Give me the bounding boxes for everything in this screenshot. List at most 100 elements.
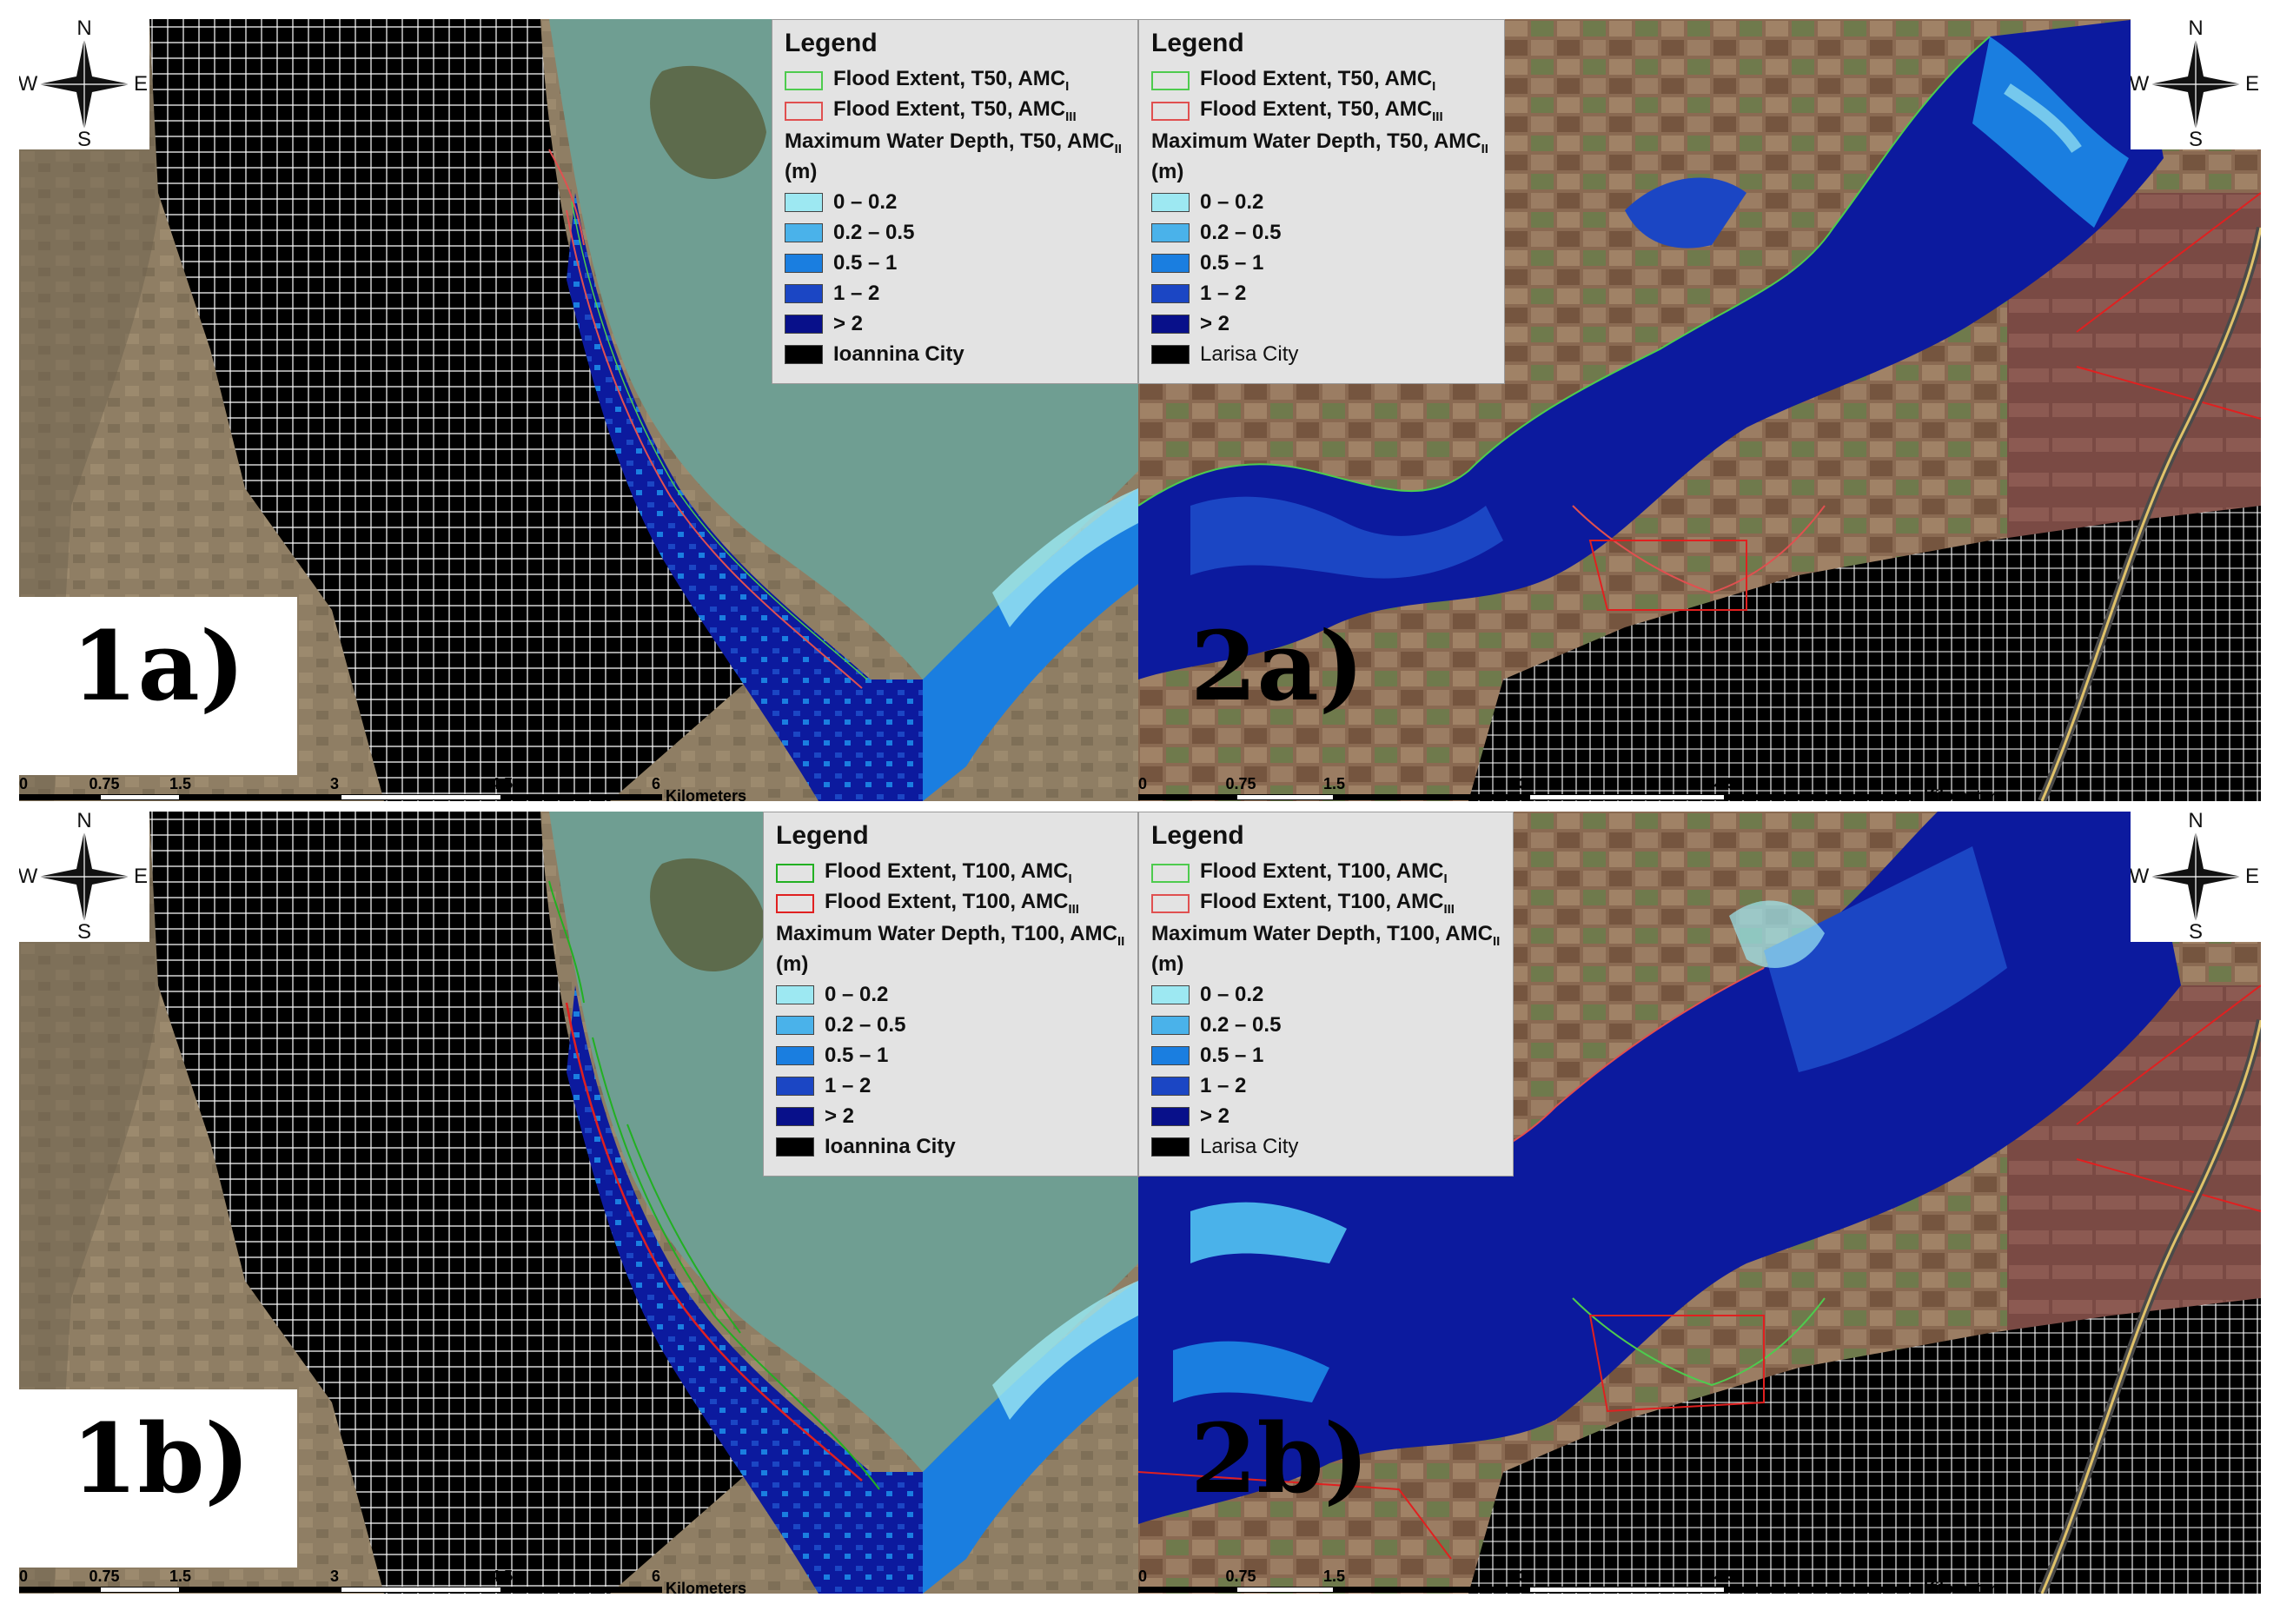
legend-label: Larisa City: [1200, 1135, 1298, 1159]
legend-item: 1 – 2: [1139, 1071, 1513, 1101]
legend-item: 1 – 2: [764, 1071, 1137, 1101]
legend-label: Ioannina City: [833, 342, 964, 367]
scale-tick-label: 3: [1519, 775, 1528, 793]
legend-title: Legend: [1151, 821, 1513, 851]
legend-label-subscript: II: [1115, 142, 1122, 156]
legend-item: Flood Extent, T100, AMCI: [764, 858, 1137, 888]
legend-label: > 2: [833, 312, 863, 336]
compass-letter-w: W: [2131, 72, 2150, 96]
scale-tick-label: 3: [330, 1568, 339, 1586]
legend-header: Maximum Water Depth, T100, AMCII: [764, 918, 1137, 949]
scale-bar-segment: [1529, 794, 1725, 800]
legend-label: Larisa City: [1200, 342, 1298, 367]
scale-unit-label: Kilometers: [1924, 1580, 2005, 1594]
map-legend: LegendFlood Extent, T50, AMCIFlood Exten…: [772, 19, 1138, 384]
scale-tick-label: 6: [1910, 1568, 1919, 1586]
legend-label-subscript: III: [1432, 109, 1443, 124]
legend-item: 0 – 0.2: [1139, 187, 1504, 217]
compass-letter-w: W: [19, 72, 38, 96]
legend-fill-swatch: [1151, 1137, 1190, 1157]
legend-fill-swatch: [776, 1077, 814, 1096]
map-panel-1b: NSEW 1b) LegendFlood Extent, T100, AMCIF…: [19, 812, 1138, 1594]
scale-bar-segment: [100, 794, 181, 800]
legend-item: 0 – 0.2: [1139, 979, 1513, 1010]
compass-letter-e: E: [2245, 865, 2259, 888]
legend-header: Maximum Water Depth, T50, AMCII: [1139, 126, 1504, 156]
legend-fill-swatch: [776, 1137, 814, 1157]
compass-letter-e: E: [2245, 72, 2259, 96]
legend-item: 0 – 0.2: [772, 187, 1137, 217]
scale-bar-segment: [19, 794, 100, 800]
scale-bar-segment: [19, 1587, 100, 1593]
legend-item: Flood Extent, T50, AMCIII: [1139, 96, 1504, 126]
map-panel-1a: NSEW 1a) LegendFlood Extent, T50, AMCIFl…: [19, 19, 1138, 801]
scale-bar-segment: [100, 1587, 181, 1593]
legend-item: 0.5 – 1: [772, 248, 1137, 278]
legend-fill-swatch: [1151, 254, 1190, 273]
scale-bar-segment: [180, 1587, 341, 1593]
compass-rose-icon: NSEW: [2131, 19, 2261, 149]
scale-bar-segment: [1334, 1587, 1529, 1593]
legend-item: 0.2 – 0.5: [764, 1010, 1137, 1040]
legend-label: 1 – 2: [1200, 1074, 1246, 1098]
legend-fill-swatch: [776, 1107, 814, 1126]
legend-outline-swatch: [1151, 864, 1190, 883]
legend-fill-swatch: [776, 985, 814, 1004]
legend-fill-swatch: [1151, 345, 1190, 364]
legend-item: 0.2 – 0.5: [772, 217, 1137, 248]
legend-header: (m): [764, 949, 1137, 979]
scale-bar-segment: [1138, 794, 1236, 800]
legend-label: Flood Extent, T100, AMCIII: [825, 890, 1079, 917]
legend-item: 1 – 2: [772, 278, 1137, 308]
legend-title: Legend: [776, 821, 1137, 851]
compass-letter-s: S: [2189, 920, 2203, 942]
legend-label-subscript: I: [1443, 872, 1447, 886]
legend-label-subscript: I: [1432, 79, 1435, 94]
scale-bar-segment: [501, 794, 662, 800]
legend-title: Legend: [785, 29, 1137, 58]
legend-item: Ioannina City: [772, 339, 1137, 369]
north-arrow-compass: NSEW: [2131, 19, 2261, 149]
legend-item: Ioannina City: [764, 1131, 1137, 1162]
map-panel-2b: NSEW 2b) LegendFlood Extent, T100, AMCIF…: [1138, 812, 2261, 1594]
legend-label-subscript: II: [1117, 934, 1124, 949]
legend-header: Maximum Water Depth, T100, AMCII: [1139, 918, 1513, 949]
legend-label: 0.2 – 0.5: [1200, 221, 1281, 245]
legend-label: 0 – 0.2: [825, 983, 888, 1007]
legend-label: Flood Extent, T50, AMCI: [1200, 67, 1435, 94]
legend-label: 1 – 2: [833, 282, 879, 306]
scale-bar-segment: [1529, 1587, 1725, 1593]
legend-item: > 2: [772, 308, 1137, 339]
legend-item: Flood Extent, T100, AMCIII: [1139, 888, 1513, 918]
legend-label-subscript: II: [1481, 142, 1488, 156]
scale-bar-segment: [1334, 794, 1529, 800]
legend-label: Maximum Water Depth, T50, AMCII: [785, 129, 1122, 153]
legend-label: Flood Extent, T100, AMCI: [1200, 859, 1448, 886]
compass-letter-e: E: [134, 865, 148, 888]
legend-label: 0.5 – 1: [1200, 1044, 1263, 1068]
legend-fill-swatch: [1151, 1107, 1190, 1126]
legend-label: Ioannina City: [825, 1135, 956, 1159]
scale-tick-label: 4.5: [491, 1568, 513, 1586]
legend-label: Flood Extent, T100, AMCI: [825, 859, 1072, 886]
map-panel-2a: NSEW 2a) LegendFlood Extent, T50, AMCIFl…: [1138, 19, 2261, 801]
legend-label: Maximum Water Depth, T100, AMCII: [776, 922, 1124, 945]
scale-tick-label: 1.5: [1323, 775, 1345, 793]
panel-label: 1b): [71, 1402, 250, 1515]
legend-label: (m): [1151, 952, 1183, 976]
scale-bar-segment: [1725, 794, 1920, 800]
legend-item: Larisa City: [1139, 339, 1504, 369]
compass-letter-w: W: [2131, 865, 2150, 888]
scale-bar-segment: [1236, 1587, 1335, 1593]
scale-bar-segment: [341, 1587, 501, 1593]
legend-header: (m): [772, 156, 1137, 187]
legend-label-subscript: III: [1443, 902, 1455, 917]
north-arrow-compass: NSEW: [19, 19, 149, 149]
map-legend: LegendFlood Extent, T50, AMCIFlood Exten…: [1138, 19, 1505, 384]
legend-header: Maximum Water Depth, T50, AMCII: [772, 126, 1137, 156]
legend-label-subscript: I: [1068, 872, 1071, 886]
legend-item: 0.5 – 1: [1139, 248, 1504, 278]
legend-fill-swatch: [785, 345, 823, 364]
legend-label: 0 – 0.2: [833, 190, 897, 215]
scale-tick-label: 1.5: [169, 775, 191, 793]
